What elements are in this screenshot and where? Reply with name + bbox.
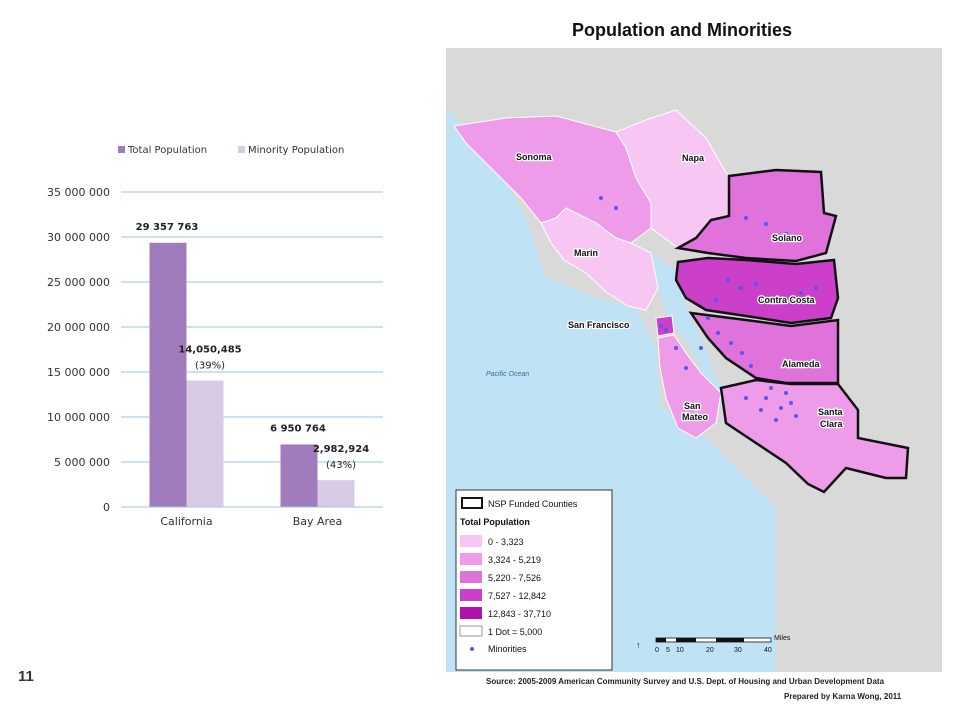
svg-text:20: 20 [706, 647, 714, 654]
county-label-sonoma: Sonoma [516, 152, 552, 162]
legend-class-label: 7,527 - 12,842 [488, 591, 546, 601]
y-tick-label: 10 000 000 [47, 411, 110, 424]
bay [651, 253, 746, 428]
county-san-mateo [657, 334, 722, 439]
y-tick-label: 20 000 000 [47, 321, 110, 334]
data-label: 2,982,924 [313, 444, 369, 455]
legend-swatch [238, 146, 245, 153]
ocean-label: Pacific Ocean [486, 371, 529, 378]
map-prepared-by: Prepared by Karna Wong, 2011 [784, 692, 902, 701]
county-label-santa-clara-2: Clara [820, 419, 844, 429]
funded-label: NSP Funded Counties [488, 499, 578, 509]
legend-label: Minority Population [248, 145, 344, 156]
dot-label: 1 Dot = 5,000 [488, 627, 542, 637]
dot-swatch [459, 625, 483, 637]
funded-swatch [461, 497, 483, 509]
data-label: 6 950 764 [270, 423, 326, 434]
y-tick-label: 30 000 000 [47, 231, 110, 244]
svg-text:5: 5 [666, 647, 670, 654]
county-label-solano: Solano [772, 233, 803, 243]
legend-class-label: 5,220 - 7,526 [488, 573, 541, 583]
legend-class-swatch [460, 607, 482, 619]
data-label: (39%) [195, 361, 225, 372]
scale-unit: Miles [774, 635, 791, 642]
bar [186, 380, 224, 507]
y-tick-label: 15 000 000 [47, 366, 110, 379]
county-label-alameda: Alameda [782, 359, 821, 369]
x-tick-label: Bay Area [293, 515, 343, 528]
svg-text:0: 0 [655, 647, 659, 654]
county-solano [674, 168, 838, 263]
county-contra-costa [674, 256, 840, 325]
minorities-dot-icon [470, 647, 474, 651]
y-tick-label: 25 000 000 [47, 276, 110, 289]
map-source: Source: 2005-2009 American Community Sur… [486, 677, 885, 686]
legend-class-swatch [460, 589, 482, 601]
county-santa-clara [719, 378, 910, 494]
bar-chart: 0 5 000 000 10 000 000 15 000 000 20 000 000… [47, 145, 383, 528]
bar [149, 242, 187, 507]
county-label-napa: Napa [682, 153, 705, 163]
legend-class-label: 12,843 - 37,710 [488, 609, 551, 619]
bar [317, 480, 355, 507]
county-marin [540, 207, 659, 311]
y-tick-label: 5 000 000 [54, 456, 110, 469]
y-tick-label: 0 [103, 501, 110, 514]
scale-bar: ↑ Miles 0 5 10 20 30 40 [636, 635, 791, 654]
legend-class-label: 0 - 3,323 [488, 537, 524, 547]
north-arrow-icon: ↑ [636, 640, 641, 650]
legend-class-swatch [460, 571, 482, 583]
county-label-santa-clara-1: Santa [818, 407, 844, 417]
county-label-marin: Marin [574, 248, 598, 258]
minority-dots [599, 196, 818, 422]
y-tick-label: 35 000 000 [47, 186, 110, 199]
map-legend: NSP Funded Counties Total Population 0 -… [455, 489, 613, 671]
legend-class-swatch [460, 535, 482, 547]
county-label-san-francisco: San Francisco [568, 320, 630, 330]
slide-number: 11 [18, 668, 34, 685]
svg-text:10: 10 [676, 647, 684, 654]
data-label: (43%) [326, 460, 356, 471]
map-title: Population and Minorities [572, 20, 792, 40]
legend-swatch [118, 146, 125, 153]
legend-title: Total Population [460, 517, 530, 527]
county-label-san-mateo-1: San [684, 401, 701, 411]
legend-class-swatch [460, 553, 482, 565]
population-map: Sonoma Napa Solano Marin Contra Costa Sa… [446, 48, 942, 672]
county-label-contra-costa: Contra Costa [758, 295, 815, 305]
legend-class-label: 3,324 - 5,219 [488, 555, 541, 565]
data-label: 29 357 763 [136, 222, 199, 233]
svg-text:30: 30 [734, 647, 742, 654]
legend-label: Total Population [127, 145, 207, 156]
minorities-label: Minorities [488, 644, 527, 654]
x-tick-label: California [160, 515, 212, 528]
county-label-san-mateo-2: Mateo [682, 412, 709, 422]
svg-text:40: 40 [764, 647, 772, 654]
data-label: 14,050,485 [178, 345, 241, 356]
bar [280, 444, 318, 507]
county-san-francisco [655, 315, 675, 337]
